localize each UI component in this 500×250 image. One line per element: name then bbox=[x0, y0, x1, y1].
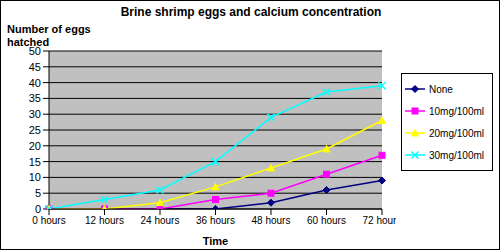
svg-text:24 hours: 24 hours bbox=[141, 215, 180, 226]
svg-text:0: 0 bbox=[35, 203, 41, 215]
svg-text:45: 45 bbox=[29, 61, 41, 73]
svg-text:15: 15 bbox=[29, 156, 41, 168]
html-text:10mg/100ml: 10mg/100ml bbox=[429, 105, 484, 117]
svg-text:50: 50 bbox=[29, 45, 41, 57]
html-text:Brine shrimp eggs and calcium: Brine shrimp eggs and calcium concentrat… bbox=[120, 5, 382, 19]
svg-text:10: 10 bbox=[29, 171, 41, 183]
svg-text:48 hours: 48 hours bbox=[252, 215, 291, 226]
svg-text:12 hours: 12 hours bbox=[85, 215, 124, 226]
svg-text:35: 35 bbox=[29, 92, 41, 104]
svg-text:72 hours: 72 hours bbox=[363, 215, 396, 226]
svg-text:Time: Time bbox=[203, 235, 228, 247]
svg-text:30: 30 bbox=[29, 108, 41, 120]
html-text:None: None bbox=[429, 83, 453, 95]
svg-text:60 hours: 60 hours bbox=[307, 215, 346, 226]
svg-text:0 hours: 0 hours bbox=[32, 215, 65, 226]
svg-text:20: 20 bbox=[29, 140, 41, 152]
html-text:Number of eggs hatched: Number of eggs hatched bbox=[7, 23, 91, 48]
html-text:30mg/100ml: 30mg/100ml bbox=[429, 149, 484, 161]
svg-text:5: 5 bbox=[35, 187, 41, 199]
svg-text:25: 25 bbox=[29, 124, 41, 136]
svg-text:40: 40 bbox=[29, 77, 41, 89]
svg-text:36 hours: 36 hours bbox=[196, 215, 235, 226]
html-text:20mg/100ml: 20mg/100ml bbox=[429, 127, 484, 139]
